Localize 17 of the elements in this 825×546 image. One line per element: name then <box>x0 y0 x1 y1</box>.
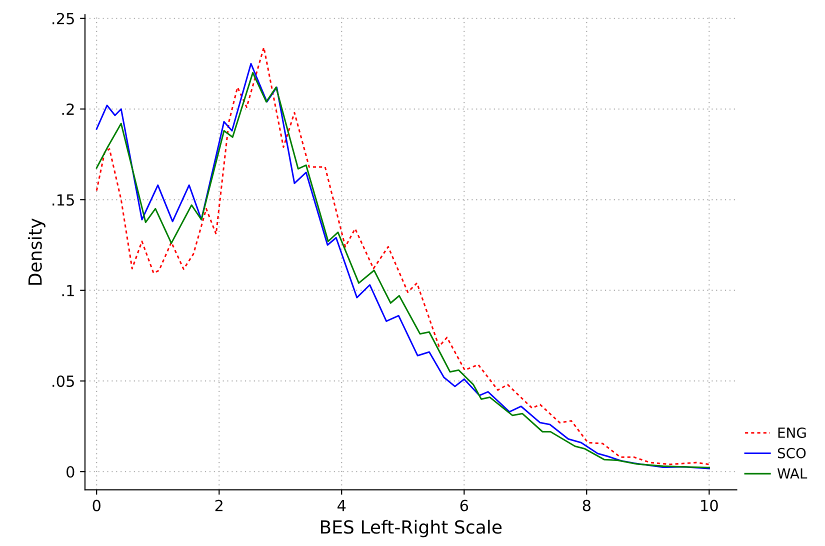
y-tick-label: .2 <box>62 103 74 115</box>
x-tick-label: 0 <box>92 500 100 512</box>
legend-label: ENG <box>778 427 806 438</box>
x-tick-label: 6 <box>460 500 468 512</box>
y-axis-title: Density <box>28 218 46 285</box>
x-tick-label: 2 <box>215 500 222 512</box>
x-tick-label: 4 <box>338 500 346 512</box>
legend-label: SCO <box>778 448 806 458</box>
y-tick-label: .1 <box>62 284 74 296</box>
y-tick-label: .15 <box>52 194 74 206</box>
x-tick-label: 8 <box>582 500 590 512</box>
x-tick-label: 10 <box>701 500 718 512</box>
y-tick-label: .05 <box>52 375 74 387</box>
y-tick-label: .25 <box>52 12 74 24</box>
y-tick-label: 0 <box>66 466 74 478</box>
x-axis-title: BES Left-Right Scale <box>320 520 502 538</box>
legend-label: WAL <box>777 468 808 479</box>
